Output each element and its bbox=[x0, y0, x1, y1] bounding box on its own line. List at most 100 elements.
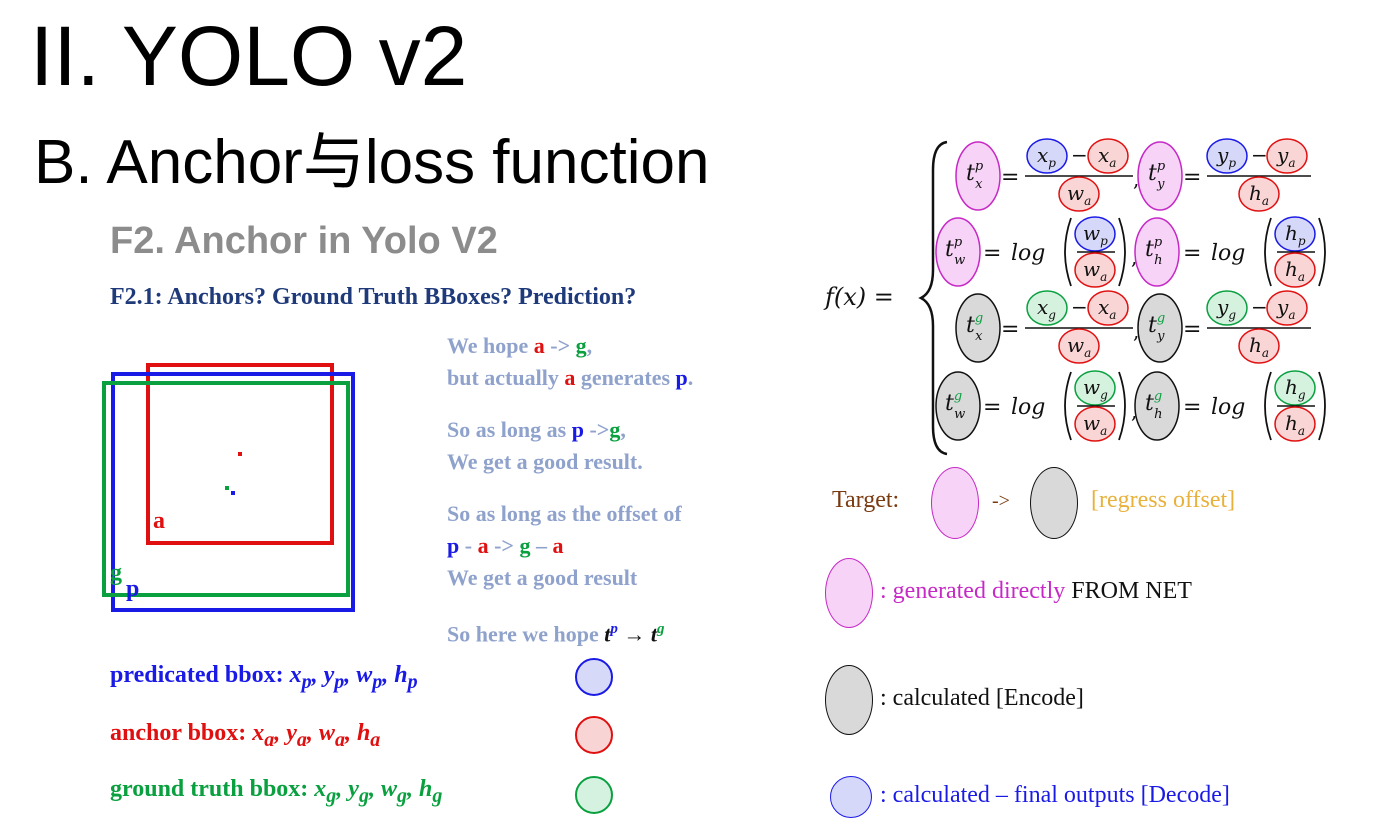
target-note: [regress offset] bbox=[1091, 487, 1236, 513]
eq-8: = bbox=[1183, 395, 1201, 420]
prediction-box-label: p bbox=[126, 576, 140, 602]
comma-4: , bbox=[1131, 399, 1137, 423]
legend-ground-truth-swatch bbox=[575, 776, 613, 814]
note-actually: but actually a generates p. bbox=[447, 365, 694, 390]
bbox-diagram bbox=[102, 363, 355, 612]
wg-ellipse bbox=[1074, 370, 1116, 406]
comma-1: , bbox=[1133, 167, 1139, 191]
tx-g-ellipse bbox=[955, 293, 1001, 363]
ha-ellipse-1 bbox=[1238, 176, 1280, 212]
hg-ellipse bbox=[1274, 370, 1316, 406]
wa-ellipse-1 bbox=[1058, 176, 1100, 212]
xa-ellipse-1 bbox=[1087, 138, 1129, 174]
ty-g-ellipse bbox=[1137, 293, 1183, 363]
xg-ellipse bbox=[1026, 290, 1068, 326]
decode-key-label: : calculated – final outputs [Decode] bbox=[880, 782, 1230, 808]
wa-ellipse-3 bbox=[1058, 328, 1100, 364]
eq-2: = bbox=[1183, 165, 1201, 190]
paren-r-1 bbox=[1118, 217, 1126, 287]
wa-ellipse-4 bbox=[1074, 406, 1116, 442]
eq-4: = bbox=[1183, 241, 1201, 266]
generated-key-ellipse bbox=[825, 558, 873, 628]
wa-3: wa bbox=[1067, 333, 1091, 360]
paren-l-3 bbox=[1064, 371, 1072, 441]
ground-truth-box-label: g bbox=[110, 560, 122, 586]
target-gray-ellipse bbox=[1030, 467, 1078, 539]
prediction-center-dot bbox=[231, 491, 235, 495]
paren-l-2 bbox=[1264, 217, 1272, 287]
comma-3: , bbox=[1133, 319, 1139, 343]
ha-ellipse-2 bbox=[1274, 252, 1316, 288]
minus-2: − bbox=[1251, 143, 1268, 167]
encode-key-ellipse bbox=[825, 665, 873, 735]
wp-ellipse bbox=[1074, 216, 1116, 252]
ya-ellipse-1 bbox=[1266, 138, 1308, 174]
tw-g-ellipse bbox=[935, 371, 981, 441]
tw-p-ellipse bbox=[935, 217, 981, 287]
legend-predicted-swatch bbox=[575, 658, 613, 696]
formula-lhs: f(x) = bbox=[823, 283, 894, 311]
ty-p-ellipse bbox=[1137, 141, 1183, 211]
paren-r-4 bbox=[1318, 371, 1326, 441]
yp-ellipse bbox=[1206, 138, 1248, 174]
anchor-center-dot bbox=[238, 452, 242, 456]
eq-1: = bbox=[1001, 165, 1019, 190]
minus-4: − bbox=[1251, 295, 1268, 319]
paren-r-3 bbox=[1118, 371, 1126, 441]
figure-subheading: F2.1: Anchors? Ground Truth BBoxes? Pred… bbox=[110, 284, 637, 310]
note-good-result-2: We get a good result bbox=[447, 565, 638, 590]
slide-title: II. YOLO v2 bbox=[30, 9, 468, 103]
target-label: Target: bbox=[832, 487, 900, 513]
paren-l-4 bbox=[1264, 371, 1272, 441]
note-good-result-1: We get a good result. bbox=[447, 449, 643, 474]
note-offset: So as long as the offset of bbox=[447, 501, 682, 526]
log-2: log bbox=[1211, 241, 1245, 266]
anchor-box bbox=[146, 363, 334, 545]
minus-3: − bbox=[1071, 295, 1088, 319]
figure-heading: F2. Anchor in Yolo V2 bbox=[110, 220, 498, 262]
note-hope-t: So here we hope tp → tg bbox=[447, 621, 665, 647]
wa-ellipse-2 bbox=[1074, 252, 1116, 288]
slide-subtitle: B. Anchor与loss function bbox=[34, 128, 710, 197]
note-offset-expr: p - a -> g – a bbox=[447, 533, 564, 558]
minus-1: − bbox=[1071, 143, 1088, 167]
ha-ellipse-3 bbox=[1238, 328, 1280, 364]
ya-ellipse-2 bbox=[1266, 290, 1308, 326]
xp-ellipse bbox=[1026, 138, 1068, 174]
generated-key-label: : generated directly FROM NET bbox=[880, 578, 1192, 604]
legend-anchor: anchor bbox: xa, ya, wa, ha bbox=[110, 720, 381, 751]
target-arrow: -> bbox=[992, 490, 1010, 512]
yg-ellipse bbox=[1206, 290, 1248, 326]
target-pink-ellipse bbox=[931, 467, 979, 539]
note-so-long: So as long as p ->g, bbox=[447, 417, 626, 442]
ground-truth-box bbox=[102, 381, 350, 597]
ground-truth-center-dot bbox=[225, 486, 229, 490]
log-4: log bbox=[1211, 395, 1245, 420]
anchor-box-label: a bbox=[153, 508, 165, 534]
eq-7: = bbox=[983, 395, 1001, 420]
tx-p-ellipse bbox=[955, 141, 1001, 211]
eq-3: = bbox=[983, 241, 1001, 266]
eq-6: = bbox=[1183, 317, 1201, 342]
paren-l-1 bbox=[1064, 217, 1072, 287]
ha-ellipse-4 bbox=[1274, 406, 1316, 442]
formula-brace bbox=[918, 140, 948, 456]
legend-anchor-swatch bbox=[575, 716, 613, 754]
paren-r-2 bbox=[1318, 217, 1326, 287]
eq-5: = bbox=[1001, 317, 1019, 342]
ty-g: tg y bbox=[1148, 311, 1165, 344]
th-g: tg h bbox=[1145, 389, 1163, 422]
decode-key-ellipse bbox=[830, 776, 872, 818]
note-hope: We hope a -> g, bbox=[447, 333, 593, 358]
log-1: log bbox=[1011, 241, 1045, 266]
th-p-ellipse bbox=[1134, 217, 1180, 287]
encode-key-label: : calculated [Encode] bbox=[880, 685, 1084, 711]
xa-ellipse-2 bbox=[1087, 290, 1129, 326]
comma-2: , bbox=[1131, 245, 1137, 269]
legend-predicted: predicated bbox: xp, yp, wp, hp bbox=[110, 662, 418, 693]
th-g-ellipse bbox=[1134, 371, 1180, 441]
log-3: log bbox=[1011, 395, 1045, 420]
prediction-box bbox=[111, 372, 355, 612]
legend-ground-truth: ground truth bbox: xg, yg, wg, hg bbox=[110, 776, 443, 807]
offset-formula: f(x) = tp x = xp − xa wa , tp y = yp − ya … bbox=[823, 138, 1326, 456]
